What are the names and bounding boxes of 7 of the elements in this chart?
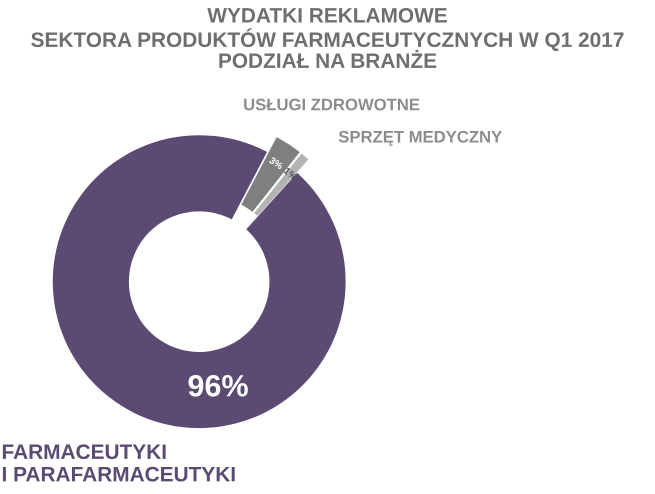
slice-label: FARMACEUTYKI I PARAFARMACEUTYKI	[2, 444, 235, 482]
data-label: 3%	[268, 156, 284, 170]
slice-label: USŁUGI ZDROWOTNE	[244, 98, 420, 110]
data-label: 1%	[283, 166, 298, 181]
chart-title: WYDATKI REKLAMOWE SEKTORA PRODUKTÓW FARMACEUTYCZNYCH W Q1 2017 PODZIAŁ NA BRANŻE	[31, 8, 624, 68]
data-label: 96%	[188, 374, 248, 397]
slice-label: SPRZĘT MEDYCZNY	[338, 130, 502, 146]
